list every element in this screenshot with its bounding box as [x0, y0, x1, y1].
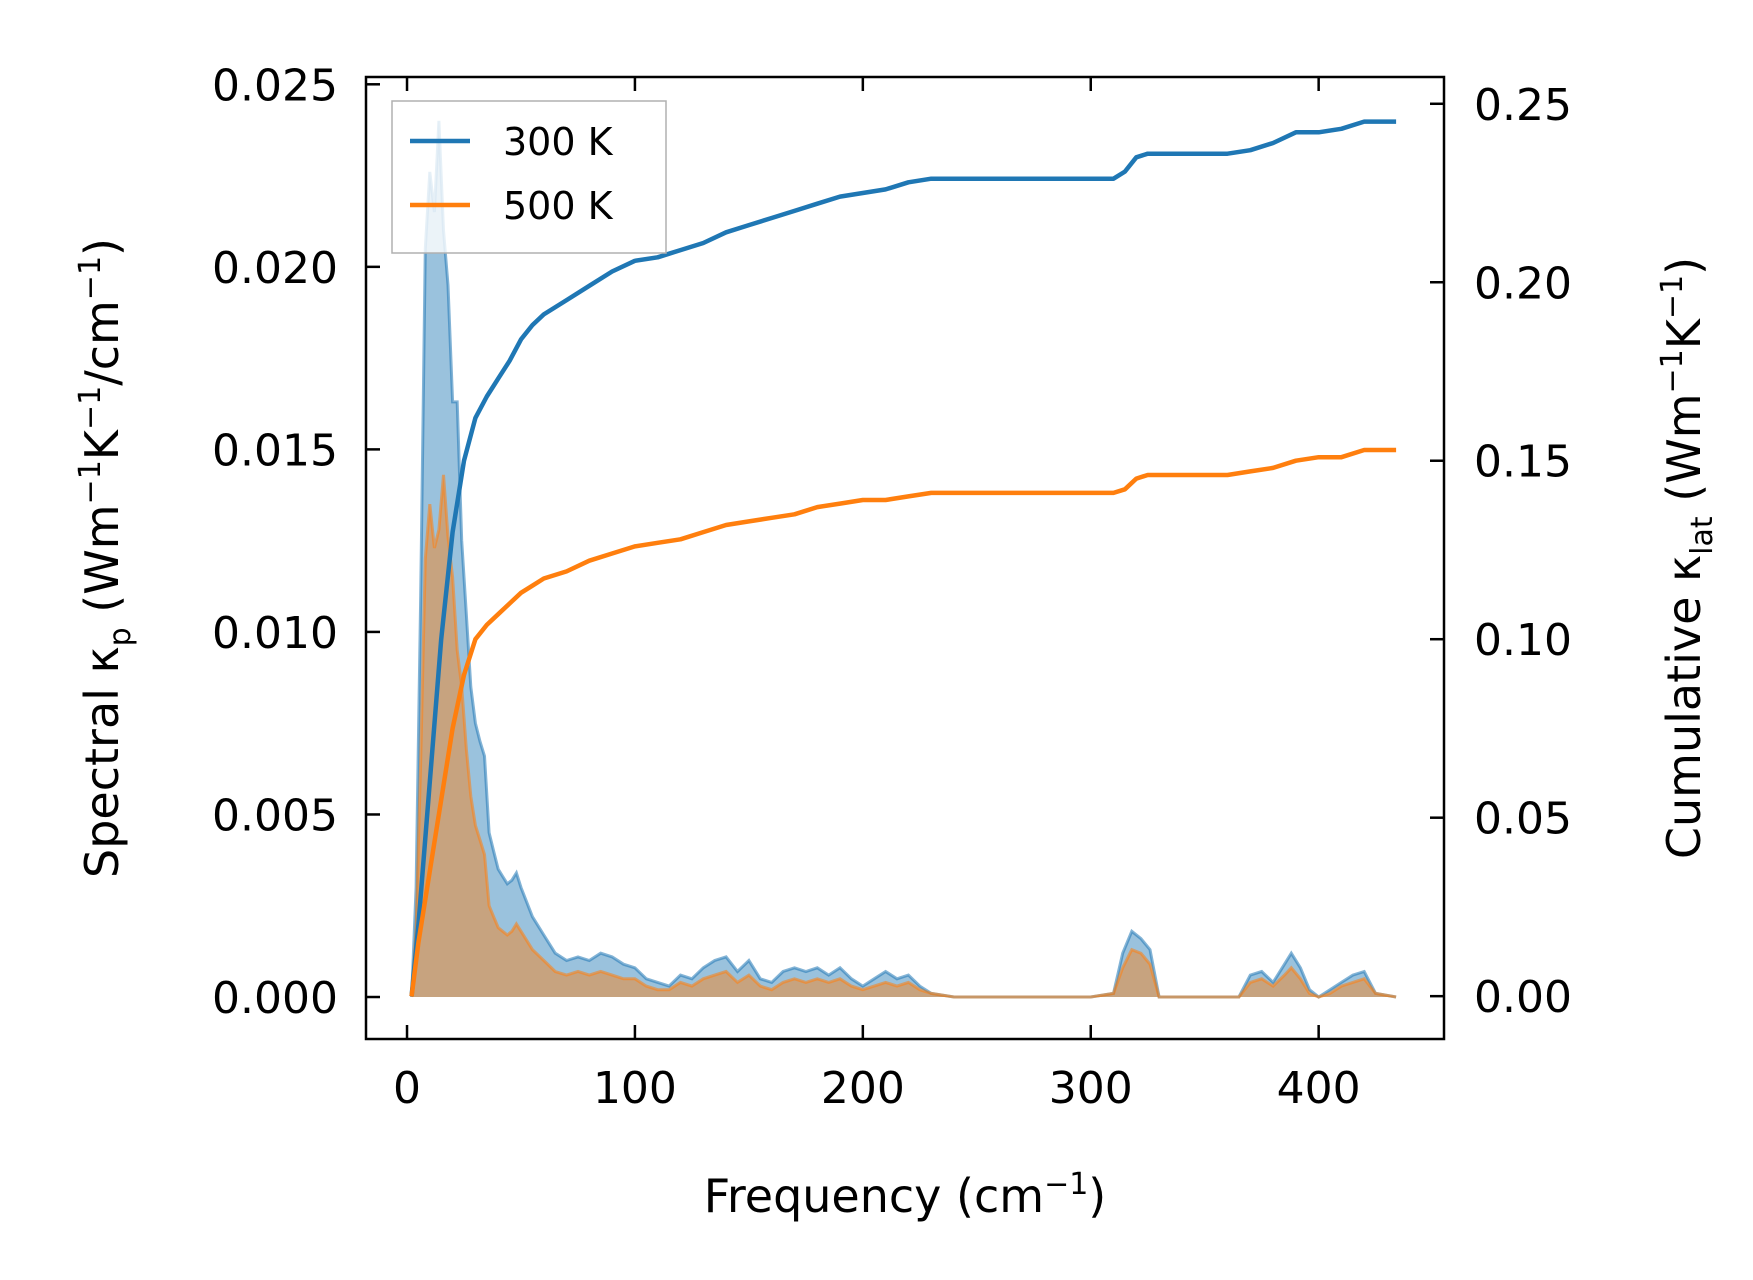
legend-frame: [391, 100, 667, 254]
left-y-tick-label: 0.025: [212, 60, 338, 111]
legend-label-300k: 300 K: [503, 120, 614, 164]
x-axis-ticks: 0 100 200 300 400: [393, 77, 1361, 1114]
plot-frame: [364, 75, 1446, 1041]
right-y-tick-label: 0.10: [1474, 615, 1572, 666]
x-tick-label: 400: [1277, 1063, 1361, 1114]
x-tick-label: 0: [393, 1063, 421, 1114]
x-tick-label: 200: [821, 1063, 905, 1114]
right-y-tick-label: 0.05: [1474, 794, 1572, 845]
spectral-line-500k: [410, 474, 1397, 999]
left-y-tick-label: 0.010: [212, 608, 338, 659]
right-y-axis-ticks: 0.00 0.05 0.10 0.15 0.20 0.25: [1430, 80, 1572, 1023]
x-axis-title: Frequency (cm−1): [704, 1167, 1107, 1223]
right-y-tick-label: 0.25: [1474, 80, 1572, 131]
left-y-tick-label: 0.020: [212, 243, 338, 294]
right-y-tick-label: 0.20: [1474, 258, 1572, 309]
left-y-axis-ticks: 0.000 0.005 0.010 0.015 0.020 0.025: [212, 60, 380, 1024]
left-y-tick-label: 0.005: [212, 790, 338, 841]
x-tick-label: 100: [593, 1063, 677, 1114]
right-y-axis-title: Cumulative κlat (Wm−1K−1): [1655, 257, 1720, 859]
x-tick-label: 300: [1049, 1063, 1133, 1114]
left-y-axis-title: Spectral κp (Wm−1K−1/cm−1): [73, 238, 138, 878]
cumulative-line-300k: [409, 119, 1397, 997]
right-y-tick-label: 0.15: [1474, 437, 1572, 488]
cumulative-line-500k: [409, 447, 1397, 997]
series-lines: [409, 119, 1397, 997]
left-y-tick-label: 0.000: [212, 973, 338, 1024]
spectral-fill-500k: [411, 474, 1397, 997]
legend: 300 K 500 K: [391, 100, 667, 254]
spectral-fills: [410, 120, 1397, 999]
spectral-fill-300k: [411, 120, 1397, 998]
left-y-tick-label: 0.015: [212, 425, 338, 476]
right-y-tick-label: 0.00: [1474, 972, 1572, 1023]
legend-label-500k: 500 K: [503, 184, 614, 228]
